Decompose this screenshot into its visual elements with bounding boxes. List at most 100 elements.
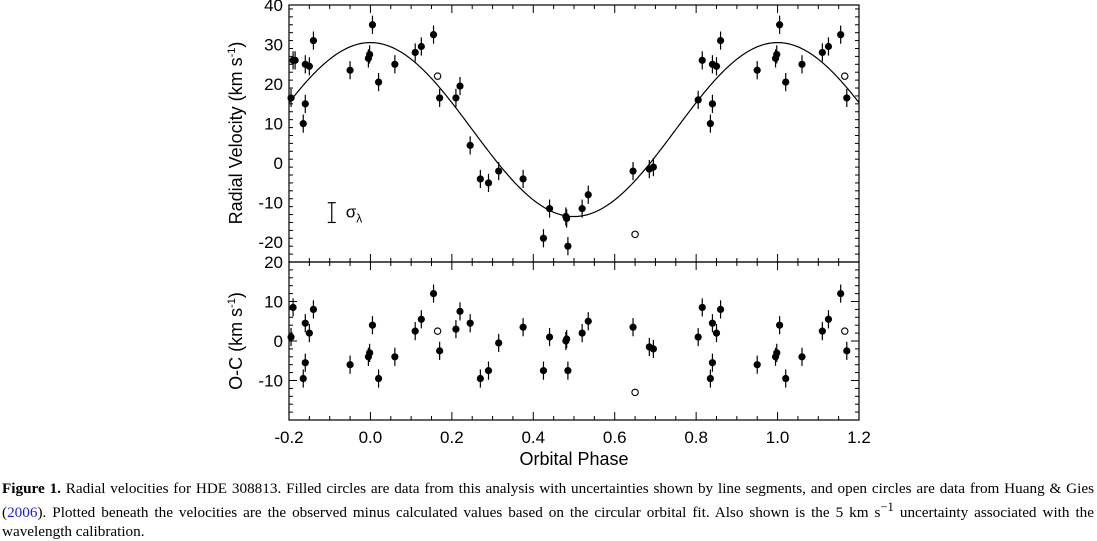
top-filled-point: [299, 120, 307, 128]
top-filled-point: [716, 36, 725, 45]
top-y-tick-label: 40: [264, 0, 283, 15]
top-filled-point: [694, 96, 702, 104]
top-filled-point: [429, 31, 438, 39]
bottom-filled-point: [374, 374, 383, 383]
sigma-subscript: λ: [356, 212, 362, 226]
top-filled-point: [366, 50, 374, 59]
top-panel-points: [287, 15, 851, 256]
bottom-y-tick-label: 0: [274, 332, 283, 351]
bottom-filled-point: [584, 317, 592, 325]
top-filled-point: [476, 175, 484, 183]
x-tick-label: 1.2: [847, 428, 871, 447]
top-y-axis-label: Radial Velocity (km s-1): [226, 42, 246, 225]
top-filled-point: [837, 31, 845, 39]
top-filled-point: [706, 120, 714, 128]
top-y-tick-label: 20: [264, 75, 283, 94]
bottom-filled-point: [843, 347, 851, 355]
top-filled-point: [484, 179, 493, 187]
bottom-filled-point: [429, 290, 438, 298]
top-filled-point: [346, 66, 354, 74]
top-filled-point: [776, 21, 784, 29]
bottom-filled-point: [299, 374, 307, 383]
x-tick-labels: -0.2 0.0 0.2 0.4 0.6 0.8 1.0 1.2: [274, 428, 870, 447]
top-filled-point: [301, 100, 309, 108]
caption-text-1: Radial velocities for HDE 308813. Filled…: [2, 480, 1094, 522]
bottom-filled-point: [837, 290, 845, 298]
top-open-point: [631, 230, 639, 239]
bottom-filled-point: [289, 303, 297, 312]
top-filled-point: [411, 48, 419, 57]
top-filled-point: [466, 141, 474, 149]
top-y-tick-labels: -20 -10 0 10 20 30 40: [258, 0, 283, 252]
bottom-y-tick-label: 10: [264, 293, 283, 312]
top-y-tick-label: -10: [258, 194, 283, 213]
bottom-filled-point: [564, 367, 572, 375]
top-panel-frame: [288, 4, 860, 263]
bottom-filled-point: [305, 329, 313, 337]
x-tick-label: 0.8: [684, 428, 708, 447]
citation-link[interactable]: 2006: [7, 504, 38, 522]
orbital-fit-curve: [288, 41, 860, 218]
bottom-filled-point: [539, 367, 548, 375]
bottom-filled-point: [649, 345, 657, 353]
bottom-filled-point: [456, 307, 464, 315]
top-filled-point: [843, 94, 851, 102]
top-filled-point: [368, 21, 377, 29]
top-filled-point: [798, 60, 806, 68]
top-filled-point: [436, 94, 444, 102]
bottom-filled-point: [366, 349, 374, 357]
bottom-filled-point: [417, 315, 425, 323]
bottom-open-point: [631, 388, 639, 397]
top-filled-point: [782, 78, 790, 86]
sigma-symbol: σ: [346, 203, 357, 222]
bottom-filled-point: [436, 347, 444, 355]
bottom-filled-point: [818, 327, 826, 335]
wavelength-error-bar: [327, 202, 336, 224]
x-tick-label: 0.2: [440, 428, 464, 447]
top-filled-point: [578, 205, 586, 213]
top-filled-point: [309, 36, 318, 45]
bottom-filled-point: [484, 367, 493, 375]
bottom-open-point: [840, 327, 849, 335]
top-filled-point: [818, 48, 826, 57]
top-filled-point: [287, 94, 295, 102]
top-filled-point: [305, 62, 313, 70]
top-filled-point: [456, 82, 464, 90]
bottom-filled-point: [776, 321, 784, 329]
top-filled-point: [708, 100, 717, 108]
bottom-filled-point: [519, 323, 527, 331]
bottom-filled-point: [476, 374, 484, 383]
x-tick-label: 0.6: [603, 428, 627, 447]
top-y-tick-label: 10: [264, 115, 283, 134]
x-tick-label: 1.0: [766, 428, 790, 447]
bottom-filled-point: [698, 303, 706, 312]
top-filled-point: [495, 167, 503, 175]
top-filled-point: [824, 42, 833, 51]
bottom-filled-point: [716, 305, 725, 313]
bottom-panel-ticks: [288, 261, 860, 421]
figure-caption: Figure 1. Radial velocities for HDE 3088…: [2, 479, 1094, 541]
top-y-tick-label: -20: [258, 233, 283, 252]
top-filled-point: [291, 56, 299, 64]
bottom-open-point: [433, 327, 442, 335]
top-filled-point: [452, 94, 460, 102]
top-open-point: [840, 72, 849, 80]
bottom-filled-point: [545, 333, 554, 341]
bottom-filled-point: [629, 323, 637, 331]
bottom-filled-point: [301, 359, 309, 367]
top-filled-point: [629, 167, 637, 175]
bottom-y-tick-label: -10: [258, 372, 283, 391]
figure: -20 -10 0 10 20 30 40 -10 0 10 20 -0.2 0.0 0.2 0.4 0.…: [226, 0, 871, 469]
bottom-filled-point: [578, 329, 586, 337]
top-filled-point: [698, 56, 706, 64]
bottom-filled-point: [824, 315, 833, 323]
top-open-point: [433, 72, 442, 80]
top-filled-point: [545, 205, 554, 213]
top-filled-point: [649, 163, 657, 171]
bottom-filled-point: [798, 353, 806, 361]
caption-superscript: −1: [880, 500, 894, 514]
top-filled-point: [391, 60, 399, 68]
bottom-filled-point: [301, 319, 309, 327]
bottom-filled-point: [773, 349, 781, 357]
bottom-filled-point: [563, 335, 571, 343]
